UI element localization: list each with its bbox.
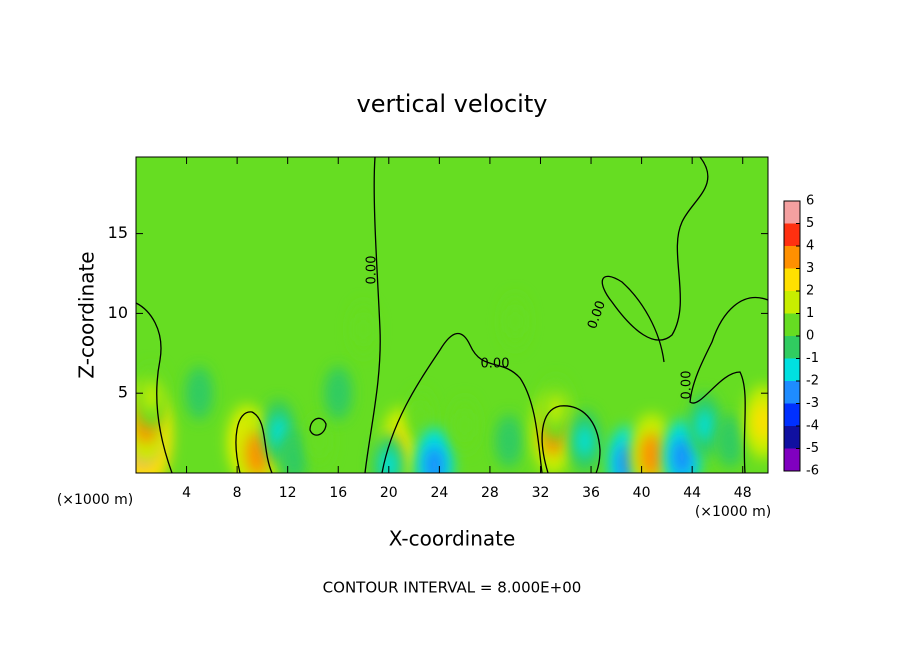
x-tick-label: 32: [532, 485, 550, 501]
field-core: [696, 409, 713, 442]
x-tick-label: 44: [683, 485, 701, 501]
field-core: [424, 446, 445, 473]
contour-label: 0.00: [680, 371, 695, 400]
y-tick-label: 5: [118, 383, 128, 402]
colorbar-band: [784, 268, 800, 291]
colorbar-band: [784, 426, 800, 449]
field-core: [672, 438, 692, 473]
colorbar-band: [784, 313, 800, 336]
colorbar-band: [784, 381, 800, 404]
colorbar-band: [784, 403, 800, 426]
colorbar-band: [784, 448, 800, 471]
contour-line: [364, 157, 381, 473]
colorbar-band: [784, 291, 800, 314]
field-core: [380, 449, 397, 473]
x-axis-label: X-coordinate: [389, 527, 516, 551]
colorbar-tick-label: -5: [806, 441, 819, 456]
field-core: [413, 404, 427, 431]
x-tick-label: 36: [582, 485, 600, 501]
colorbar-tick-label: -4: [806, 419, 819, 434]
colorbar-tick-label: 0: [806, 329, 814, 344]
colorbar-band: [784, 201, 800, 224]
x-tick-label: 20: [380, 485, 398, 501]
contour-label: 0.00: [365, 256, 380, 285]
colorbar-tick-label: 6: [806, 194, 814, 209]
field-core: [245, 431, 269, 473]
x-tick-label: 48: [734, 485, 752, 501]
colorbar-band: [784, 358, 800, 381]
y-axis-label: Z-coordinate: [75, 251, 99, 378]
y-tick-label: 10: [108, 303, 128, 322]
colorbar-tick-label: -3: [806, 396, 819, 411]
colorbar-band: [784, 223, 800, 246]
colorbar-band: [784, 246, 800, 269]
field-core: [753, 402, 768, 441]
field-core: [576, 425, 593, 458]
colorbar-tick-label: 5: [806, 216, 814, 231]
colorbar-tick-label: 4: [806, 239, 814, 254]
x-tick-label: 24: [430, 485, 448, 501]
colorbar-tick-label: 3: [806, 261, 814, 276]
plot-frame: [135, 156, 769, 474]
colorbar-tick-label: 1: [806, 306, 814, 321]
contour-line: [381, 332, 543, 473]
x-tick-label: 40: [633, 485, 651, 501]
field-core: [142, 380, 160, 413]
x-tick-label: 12: [279, 485, 297, 501]
colorbar-band: [784, 336, 800, 359]
contour-line: [136, 302, 173, 473]
colorbar-tick-label: 2: [806, 284, 814, 299]
field-core: [356, 316, 371, 343]
contour-line: [309, 417, 327, 436]
field-core: [502, 428, 516, 455]
field-core: [547, 393, 564, 426]
contour-line: [689, 296, 768, 473]
contour-line: [235, 411, 273, 473]
contour-line: [541, 405, 601, 473]
field-core: [458, 412, 472, 439]
contour-line: [601, 157, 709, 363]
field-core: [331, 380, 345, 407]
x-tick-label: 28: [481, 485, 499, 501]
field-core: [640, 433, 664, 473]
contour-label: 0.00: [481, 357, 510, 372]
colorbar-tick-label: -6: [806, 464, 819, 479]
field-core: [192, 380, 206, 407]
y-tick-label: 15: [108, 223, 128, 242]
zero-contours: [136, 157, 768, 473]
x-tick-label: 16: [329, 485, 347, 501]
chart-title: vertical velocity: [357, 90, 548, 118]
colorbar-tick-label: -2: [806, 374, 819, 389]
x-unit-label: (×1000 m): [57, 492, 133, 508]
field-core: [287, 444, 301, 471]
footer: CONTOUR INTERVAL = 8.000E+00: [323, 579, 582, 597]
field-core: [270, 415, 288, 448]
field-core: [508, 308, 522, 335]
x-unit-label: (×1000 m): [695, 504, 771, 520]
x-tick-label: 8: [233, 485, 242, 501]
colorbar-tick-label: -1: [806, 351, 819, 366]
x-tick-label: 4: [182, 485, 191, 501]
field: [136, 294, 768, 473]
field-core: [723, 428, 737, 455]
